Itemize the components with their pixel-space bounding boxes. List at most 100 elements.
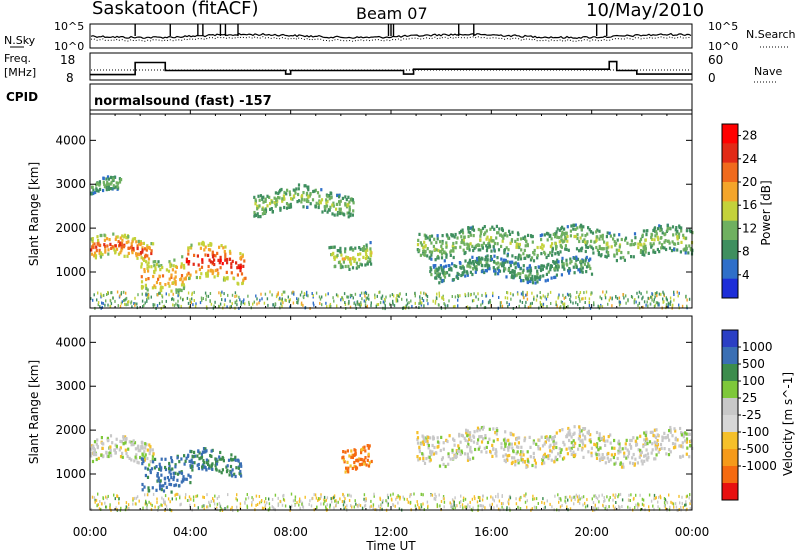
echo-cell	[239, 506, 242, 510]
echo-cell	[117, 240, 120, 244]
echo-cell	[107, 291, 109, 294]
echo-cell	[136, 244, 139, 248]
echo-cell	[299, 506, 301, 510]
echo-cell	[106, 237, 109, 241]
echo-cell	[429, 458, 432, 462]
echo-cell	[124, 298, 126, 302]
echo-cell	[137, 449, 140, 453]
echo-cell	[197, 506, 199, 510]
echo-cell	[111, 245, 114, 249]
echo-cell	[201, 298, 203, 302]
echo-cell	[331, 500, 333, 504]
echo-cell	[107, 303, 109, 307]
echo-cell	[578, 297, 581, 301]
echo-cell	[482, 241, 485, 245]
echo-cell	[338, 195, 341, 199]
echo-cell	[418, 445, 421, 449]
echo-cell	[348, 211, 351, 215]
echo-cell	[555, 232, 558, 236]
echo-cell	[507, 500, 509, 504]
echo-cell	[468, 433, 471, 437]
echo-cell	[311, 198, 315, 202]
echo-cell	[383, 301, 386, 305]
echo-cell	[471, 225, 474, 229]
echo-cell	[615, 501, 617, 504]
echo-cell	[547, 292, 549, 296]
echo-cell	[229, 299, 231, 303]
echo-cell	[688, 496, 690, 500]
echo-cell	[188, 260, 191, 264]
echo-cell	[464, 452, 467, 456]
echo-cell	[349, 262, 353, 266]
echo-cell	[92, 298, 94, 302]
echo-cell	[666, 228, 669, 232]
echo-cell	[246, 493, 248, 496]
echo-cell	[134, 502, 137, 506]
echo-cell	[330, 305, 332, 308]
echo-cell	[333, 494, 336, 498]
echo-cell	[470, 450, 473, 454]
echo-cell	[234, 295, 236, 298]
echo-cell	[370, 504, 372, 508]
echo-cell	[336, 193, 339, 198]
echo-cell	[327, 208, 330, 212]
echo-cell	[94, 256, 97, 260]
velocity-colorbar-segment	[722, 415, 738, 433]
echo-cell	[180, 457, 183, 461]
echo-cell	[182, 263, 186, 268]
echo-cell	[254, 200, 257, 204]
echo-cell	[450, 505, 452, 509]
echo-cell	[98, 183, 101, 187]
echo-cell	[100, 453, 103, 457]
echo-cell	[297, 297, 300, 301]
echo-cell	[677, 294, 679, 298]
echo-cell	[595, 245, 598, 250]
echo-cell	[168, 293, 170, 297]
echo-cell	[168, 284, 171, 288]
echo-cell	[514, 459, 517, 463]
echo-cell	[319, 297, 322, 301]
echo-cell	[452, 247, 455, 251]
echo-cell	[428, 234, 432, 239]
echo-cell	[666, 433, 669, 438]
echo-cell	[95, 453, 98, 457]
echo-cell	[655, 453, 658, 457]
echo-cell	[133, 496, 136, 500]
echo-cell	[271, 210, 274, 214]
echo-cell	[644, 247, 647, 251]
echo-cell	[495, 224, 498, 228]
echo-cell	[536, 245, 539, 250]
echo-cell	[597, 437, 600, 441]
echo-cell	[442, 265, 445, 269]
echo-cell	[95, 498, 98, 502]
echo-cell	[529, 258, 533, 262]
echo-cell	[570, 300, 572, 304]
echo-cell	[198, 457, 201, 461]
echo-cell	[549, 233, 552, 237]
echo-cell	[236, 294, 238, 298]
echo-cell	[315, 291, 318, 295]
echo-cell	[141, 462, 144, 466]
echo-cell	[515, 445, 519, 449]
echo-cell	[447, 264, 450, 268]
echo-cell	[498, 499, 501, 503]
echo-cell	[325, 204, 329, 208]
echo-cell	[599, 295, 601, 299]
echo-cell	[397, 494, 399, 498]
echo-cell	[607, 250, 610, 255]
echo-cell	[563, 267, 566, 271]
velocity-ylabel: Slant Range [km]	[27, 360, 41, 464]
echo-cell	[186, 296, 189, 300]
echo-cell	[520, 248, 523, 252]
echo-cell	[473, 299, 475, 302]
echo-cell	[236, 266, 239, 270]
echo-cell	[453, 235, 456, 239]
echo-cell	[146, 475, 150, 479]
echo-cell	[468, 248, 471, 252]
echo-cell	[355, 466, 359, 470]
echo-cell	[643, 300, 646, 304]
echo-cell	[182, 475, 185, 479]
echo-cell	[96, 235, 99, 239]
echo-cell	[113, 175, 116, 179]
